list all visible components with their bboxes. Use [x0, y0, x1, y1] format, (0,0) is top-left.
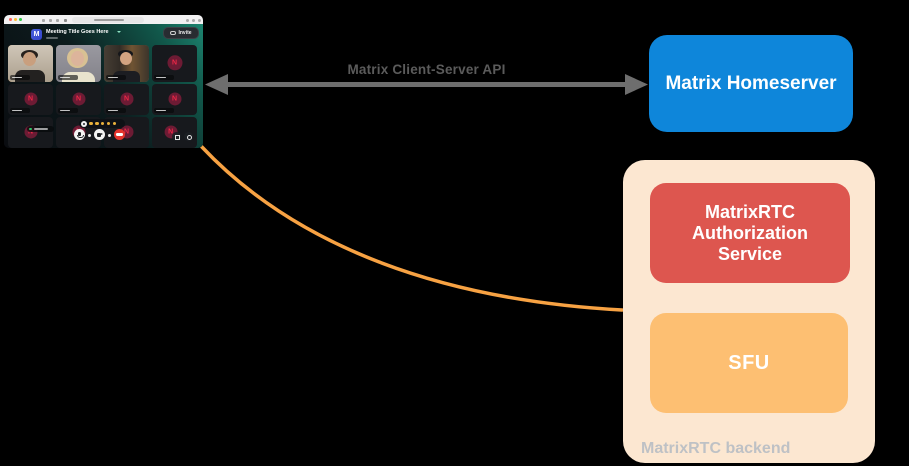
- emoji-reaction-icon[interactable]: [100, 121, 105, 126]
- hangup-button[interactable]: [114, 129, 125, 140]
- avatar-letter: N: [123, 94, 130, 102]
- video-tile[interactable]: N: [104, 84, 149, 115]
- participant-name-label: [58, 75, 78, 80]
- back-icon[interactable]: [42, 18, 45, 22]
- participant-video: [71, 51, 84, 66]
- emoji-reaction-icon[interactable]: [106, 121, 111, 126]
- participant-name-label: [10, 108, 30, 113]
- participant-name-label: [106, 108, 126, 113]
- client-backend-curve: [199, 144, 624, 312]
- video-tile[interactable]: [104, 45, 149, 82]
- reaction-bar[interactable]: [79, 119, 125, 128]
- layout-button[interactable]: [172, 132, 181, 141]
- avatar: N: [120, 91, 133, 105]
- camera-button[interactable]: [94, 129, 105, 140]
- matrixrtc-backend-label: MatrixRTC backend: [641, 440, 791, 457]
- forward-icon[interactable]: [49, 18, 52, 22]
- refresh-icon[interactable]: [56, 18, 59, 22]
- mic-icon: [77, 131, 84, 138]
- avatar: N: [24, 91, 37, 105]
- invite-button-label: Invite: [178, 30, 192, 36]
- video-tile[interactable]: N: [8, 117, 53, 148]
- avatar: N: [168, 91, 181, 105]
- avatar-letter: N: [123, 127, 130, 135]
- hangup-icon: [116, 133, 123, 136]
- address-url-text: [94, 19, 124, 21]
- chevron-down-icon[interactable]: [117, 31, 121, 33]
- camera-icon: [96, 132, 103, 137]
- avatar-letter: N: [75, 94, 82, 102]
- participant-video: [62, 72, 95, 82]
- shield-icon: [64, 18, 67, 22]
- menu-icon[interactable]: [198, 18, 201, 22]
- mic-button[interactable]: [74, 129, 85, 140]
- arrowhead-right-icon: [625, 74, 648, 95]
- connection-quality-badge: [27, 126, 54, 132]
- video-tile[interactable]: N: [152, 84, 197, 115]
- element-call-app: M Meeting Title Goes Here Invite: [4, 24, 203, 148]
- maximize-window-icon[interactable]: [19, 18, 22, 21]
- video-tile[interactable]: N: [8, 84, 53, 115]
- participant-name-label: [106, 75, 126, 80]
- matrixrtc-auth-service-box: MatrixRTC Authorization Service: [650, 183, 850, 283]
- avatar-letter: N: [171, 94, 178, 102]
- participant-name-label: [58, 108, 78, 113]
- participant-video: [113, 71, 140, 82]
- fullscreen-button[interactable]: [184, 132, 193, 141]
- layout-icon: [174, 134, 180, 140]
- connection-good-icon: [29, 127, 32, 131]
- avatar-letter: N: [27, 94, 34, 102]
- matrix-homeserver-box: Matrix Homeserver: [649, 35, 853, 132]
- meeting-logo-avatar: M: [31, 29, 42, 40]
- meeting-title[interactable]: Meeting Title Goes Here: [46, 29, 109, 35]
- avatar: N: [72, 91, 85, 105]
- tabs-icon[interactable]: [192, 18, 195, 22]
- participant-name-label: [154, 75, 174, 80]
- avatar-letter: N: [168, 127, 174, 135]
- reaction-toggle-icon[interactable]: [81, 120, 87, 127]
- minimize-window-icon[interactable]: [14, 18, 17, 21]
- emoji-reaction-icon[interactable]: [89, 121, 93, 126]
- video-tile[interactable]: N: [56, 84, 101, 115]
- emoji-reaction-icon[interactable]: [112, 121, 116, 126]
- call-app-screenshot: M Meeting Title Goes Here Invite: [4, 15, 203, 148]
- avatar-letter: N: [171, 58, 178, 66]
- close-window-icon[interactable]: [9, 18, 12, 21]
- invite-button[interactable]: Invite: [163, 27, 199, 39]
- participant-name-label: [154, 108, 174, 113]
- participant-video: [120, 52, 132, 65]
- camera-options-chevron[interactable]: [108, 133, 111, 137]
- auth-service-line3: Service: [717, 243, 783, 264]
- mic-options-chevron[interactable]: [88, 133, 91, 137]
- avatar: N: [167, 54, 182, 70]
- address-bar[interactable]: [72, 17, 144, 23]
- video-tile[interactable]: [8, 45, 53, 82]
- fullscreen-icon: [186, 134, 192, 140]
- client-server-api-label: Matrix Client-Server API: [347, 62, 506, 77]
- sfu-label: SFU: [728, 351, 770, 374]
- sfu-box: SFU: [650, 313, 848, 413]
- arrowhead-left-icon: [205, 74, 228, 95]
- connection-quality-text: [34, 128, 48, 130]
- link-icon: [170, 30, 177, 36]
- matrix-homeserver-label: Matrix Homeserver: [665, 72, 837, 94]
- participant-count-text: [46, 37, 58, 39]
- emoji-reaction-icon[interactable]: [95, 121, 99, 126]
- auth-service-line2: Authorization: [692, 222, 808, 243]
- video-tile[interactable]: [56, 45, 101, 82]
- participant-video: [23, 52, 36, 66]
- participant-name-label: [10, 75, 30, 80]
- video-tile[interactable]: N: [152, 45, 197, 82]
- share-icon[interactable]: [186, 18, 189, 22]
- auth-service-line1: MatrixRTC: [704, 201, 795, 222]
